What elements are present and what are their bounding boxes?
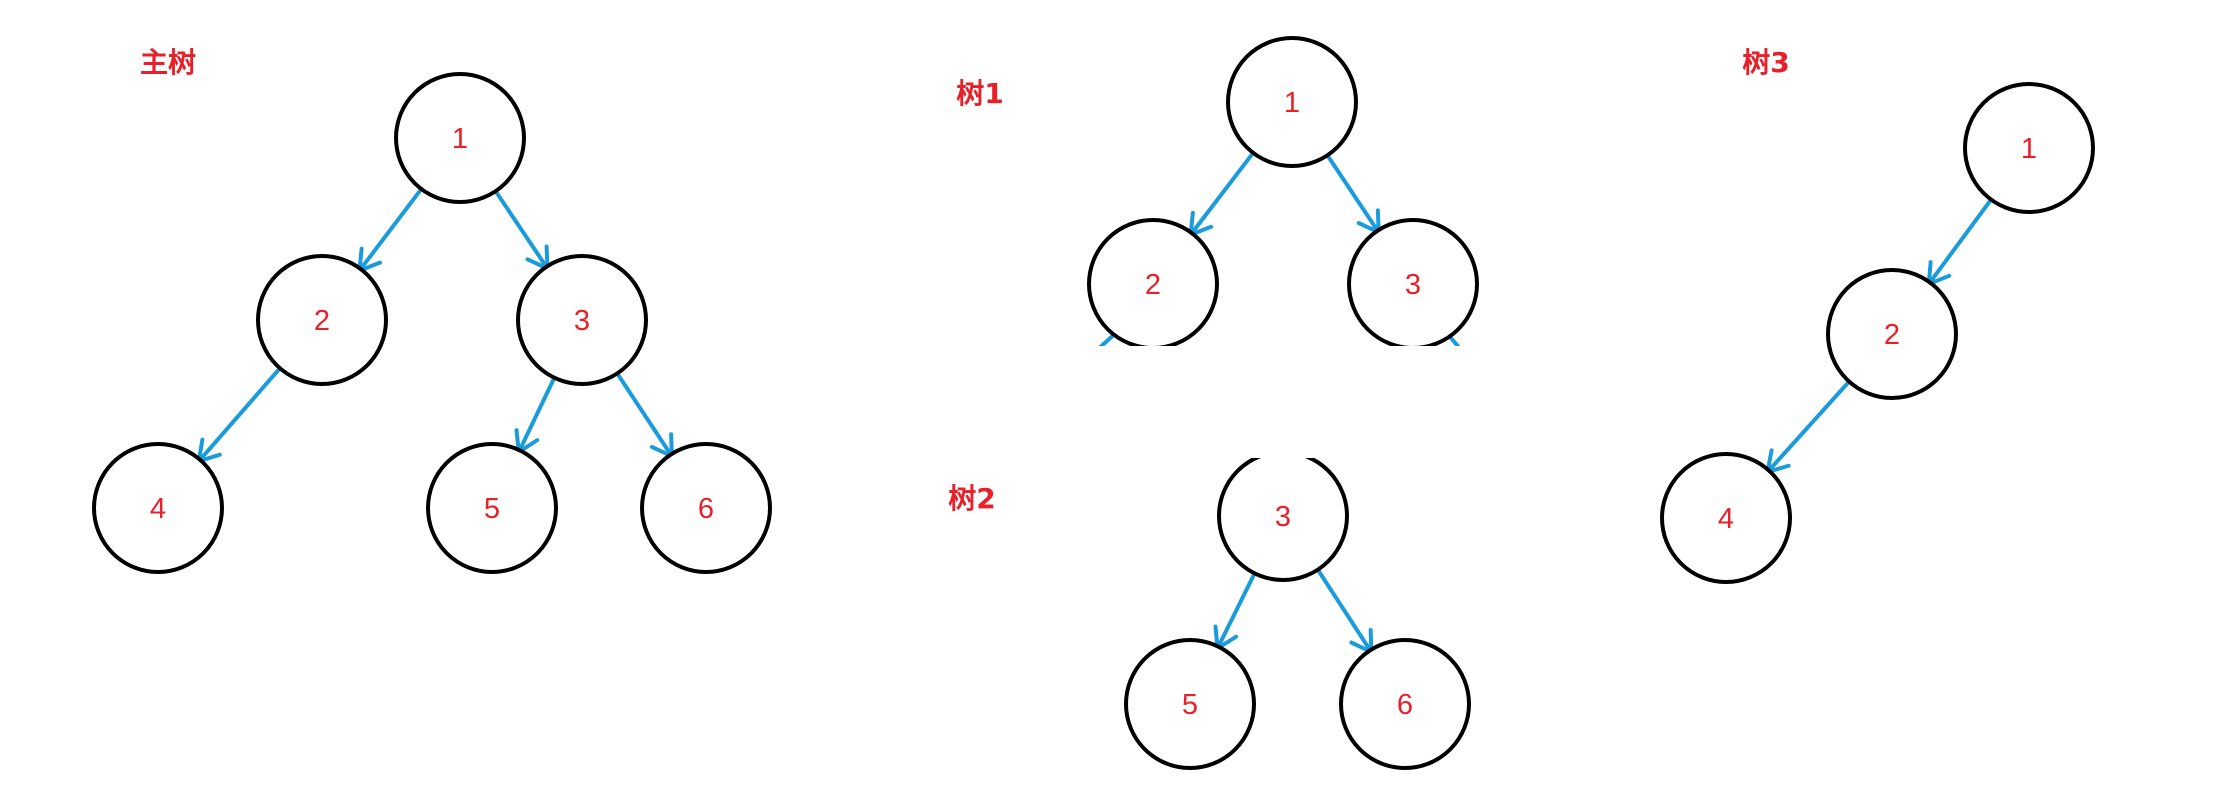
tree-2-node-3: 3 [1217, 458, 1349, 582]
node-label: 5 [484, 493, 500, 525]
tree-2-edge-n3-n6 [1316, 569, 1374, 654]
main-tree-node-2: 2 [256, 254, 388, 386]
node-label: 4 [150, 493, 166, 525]
main-tree-edge-n3-n5 [514, 377, 556, 455]
node-label: 1 [452, 123, 468, 155]
tree-2-node-5: 5 [1124, 638, 1256, 770]
node-label: 3 [1275, 501, 1291, 533]
node-circle [1124, 638, 1256, 770]
node-circle [394, 72, 526, 204]
main-tree: 主树 1 2 3 4 5 6 [92, 46, 772, 574]
tree-1-edge-n1-n2 [1188, 152, 1254, 237]
tree-2-title: 树2 [948, 482, 995, 515]
node-circle [1087, 218, 1219, 346]
main-tree-edge-n3-n6 [616, 373, 674, 459]
tree-3-edge-n2-n4 [1765, 381, 1850, 474]
tree-2-edge-n3-n5 [1213, 573, 1256, 651]
node-circle [256, 254, 388, 386]
node-circle [1347, 218, 1479, 346]
main-tree-node-1: 1 [394, 72, 526, 204]
node-label: 1 [2021, 133, 2037, 165]
node-circle [1660, 452, 1792, 584]
node-circle [92, 442, 224, 574]
node-label: 2 [1145, 269, 1161, 301]
tree-3-node-4: 4 [1660, 452, 1792, 584]
tree-1-node-2: 2 [1087, 218, 1219, 346]
main-tree-node-3: 3 [516, 254, 648, 386]
tree-1-title: 树1 [956, 77, 1003, 110]
node-label: 6 [698, 493, 714, 525]
node-circle [1217, 458, 1349, 582]
main-tree-node-5: 5 [426, 442, 558, 574]
main-tree-node-6: 6 [640, 442, 772, 574]
tree-1: 树1 1 2 3 [956, 36, 1479, 346]
node-circle [1339, 638, 1471, 770]
node-label: 3 [1405, 269, 1421, 301]
node-circle [640, 442, 772, 574]
tree-3-title: 树3 [1742, 46, 1789, 79]
tree-1-node-1: 1 [1226, 36, 1358, 168]
main-tree-edge-n1-n2 [357, 188, 423, 273]
tree-3-node-2: 2 [1826, 268, 1958, 400]
main-tree-title: 主树 [140, 46, 196, 79]
node-circle [1226, 36, 1358, 168]
tree-2: 树2 3 5 6 [948, 458, 1471, 770]
node-label: 4 [1718, 503, 1734, 535]
node-label: 3 [574, 305, 590, 337]
node-circle [516, 254, 648, 386]
node-circle [1963, 82, 2095, 214]
tree-2-node-6: 6 [1339, 638, 1471, 770]
node-label: 5 [1182, 689, 1198, 721]
node-label: 2 [314, 305, 330, 337]
main-tree-edge-n1-n3 [494, 190, 550, 271]
main-tree-edge-n2-n4 [196, 367, 281, 464]
node-circle [1826, 268, 1958, 400]
tree-1-edge-n1-n3 [1326, 154, 1381, 235]
node-circle [426, 442, 558, 574]
node-label: 6 [1397, 689, 1413, 721]
tree-3: 树3 1 2 4 [1660, 46, 2095, 584]
node-label: 1 [1284, 87, 1300, 119]
node-label: 2 [1884, 319, 1900, 351]
tree-3-edge-n1-n2 [1926, 199, 1992, 287]
main-tree-node-4: 4 [92, 442, 224, 574]
tree-3-node-1: 1 [1963, 82, 2095, 214]
tree-1-node-3: 3 [1347, 218, 1479, 346]
